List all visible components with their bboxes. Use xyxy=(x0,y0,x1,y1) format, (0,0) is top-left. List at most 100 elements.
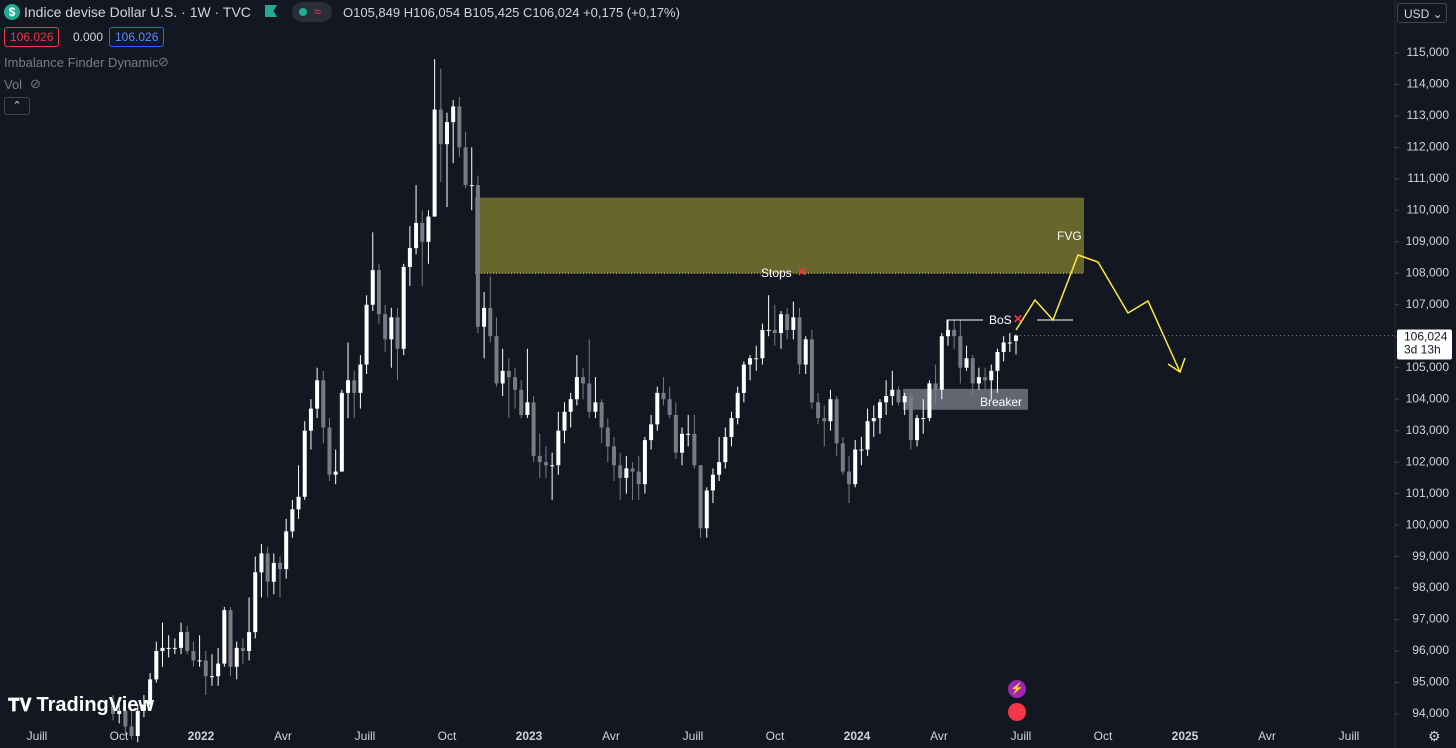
candle-body xyxy=(154,651,159,680)
y-tick-label: 102,000 xyxy=(1406,454,1450,468)
x-tick-label: Juill xyxy=(355,729,376,743)
y-tick-label: 101,000 xyxy=(1406,486,1450,500)
x-tick-label: Oct xyxy=(1094,729,1113,743)
ohlc-open: O105,849 xyxy=(343,5,401,20)
candle-body xyxy=(896,389,901,403)
candle-body xyxy=(611,446,616,466)
candle-body xyxy=(117,710,122,714)
status-pill[interactable] xyxy=(292,2,332,22)
candle-body xyxy=(809,339,814,403)
ask-badge[interactable]: 106.026 xyxy=(109,27,165,47)
candle-body xyxy=(840,443,845,472)
candle-body xyxy=(395,317,400,349)
candle-body xyxy=(729,418,734,437)
bid-badge[interactable]: 106.026 xyxy=(4,27,60,47)
logo[interactable]: 𝐓𝐕 TradingView xyxy=(8,694,154,717)
candle-body xyxy=(376,270,381,315)
y-tick-label: 110,000 xyxy=(1407,202,1450,216)
candle-body xyxy=(506,370,511,378)
candle-body xyxy=(185,632,190,652)
candle-body xyxy=(884,396,889,403)
ohlc-change: +0,175 (+0,17%) xyxy=(583,5,680,20)
indicator-name[interactable]: Imbalance Finder Dynamic xyxy=(4,55,159,70)
symbol-title[interactable]: Indice devise Dollar U.S. · 1W · TVC xyxy=(24,4,251,20)
candle-body xyxy=(265,553,270,582)
candle-body xyxy=(939,336,944,390)
candle-body xyxy=(550,465,555,467)
candle-body xyxy=(741,364,746,393)
hide-icon[interactable]: ⊘ xyxy=(158,54,169,69)
candle-body xyxy=(222,610,227,664)
candle-body xyxy=(581,377,586,384)
symbol-icon[interactable]: $ xyxy=(4,4,20,20)
candle-body xyxy=(803,339,808,365)
ohlc-high: H106,054 xyxy=(403,5,461,20)
candle-body xyxy=(599,402,604,428)
fvg-zone xyxy=(475,197,1084,274)
y-tick-label: 108,000 xyxy=(1406,265,1450,279)
x-tick-label: 2025 xyxy=(1172,729,1199,743)
candle-body xyxy=(432,109,437,217)
x-tick-label: 2024 xyxy=(844,729,871,743)
candle-body xyxy=(847,471,852,485)
candle-body xyxy=(760,329,765,359)
currency-label: USD xyxy=(1404,7,1430,21)
event-icon[interactable]: ⚡ xyxy=(1008,680,1026,698)
x-tick-label: Avr xyxy=(602,729,620,743)
candle-body xyxy=(451,106,456,123)
x-tick-label: Oct xyxy=(438,729,457,743)
candle-body xyxy=(816,402,821,419)
y-tick-label: 99,000 xyxy=(1412,549,1449,563)
candle-body xyxy=(513,377,518,390)
candle-body xyxy=(191,651,196,661)
event-flag[interactable] xyxy=(1008,703,1026,721)
candle-body xyxy=(958,336,963,368)
candle-body xyxy=(1001,342,1006,352)
candle-body xyxy=(593,402,598,412)
candle-body xyxy=(253,572,258,633)
spread: 0.000 xyxy=(73,30,104,44)
x-tick-label: Oct xyxy=(766,729,785,743)
candle-body xyxy=(655,392,660,425)
bos-cross: ✕ xyxy=(1013,312,1023,326)
y-tick-label: 113,000 xyxy=(1407,108,1450,122)
currency-select[interactable]: USD ⌄ xyxy=(1397,3,1447,23)
candles xyxy=(111,59,1019,743)
candle-body xyxy=(209,676,214,678)
candle-body xyxy=(618,465,623,478)
candle-body xyxy=(630,468,635,472)
settings-icon[interactable]: ⚙ xyxy=(1428,728,1441,744)
candle-body xyxy=(519,389,524,415)
candle-body xyxy=(853,449,858,485)
y-tick-label: 104,000 xyxy=(1406,391,1450,405)
candle-body xyxy=(556,430,561,466)
candle-body xyxy=(488,307,493,337)
candle-body xyxy=(494,336,499,384)
status-dot xyxy=(299,8,307,16)
candle-body xyxy=(407,248,412,267)
collapse-button[interactable]: ⌃ xyxy=(4,97,30,115)
candle-body xyxy=(791,317,796,330)
candle-body xyxy=(673,414,678,453)
candle-body xyxy=(680,433,685,453)
candle-body xyxy=(871,418,876,422)
candle-body xyxy=(531,402,536,456)
y-tick-label: 105,000 xyxy=(1406,360,1450,374)
volume-name[interactable]: Vol xyxy=(4,77,23,92)
candle-body xyxy=(296,496,301,510)
y-tick-label: 95,000 xyxy=(1412,675,1449,689)
y-tick-label: 103,000 xyxy=(1406,423,1450,437)
candle-body xyxy=(649,424,654,441)
candle-body xyxy=(772,329,777,334)
candle-body xyxy=(364,304,369,365)
candle-body xyxy=(890,389,895,397)
candle-body xyxy=(964,358,969,368)
candle-body xyxy=(321,380,326,428)
candle-body xyxy=(667,399,672,415)
candle-body xyxy=(970,358,975,384)
candle-body xyxy=(339,392,344,472)
hide-icon[interactable]: ⊘ xyxy=(30,76,41,91)
candle-body xyxy=(383,314,388,340)
logo-mark: 𝐓𝐕 xyxy=(8,695,37,715)
candle-body xyxy=(216,663,221,677)
